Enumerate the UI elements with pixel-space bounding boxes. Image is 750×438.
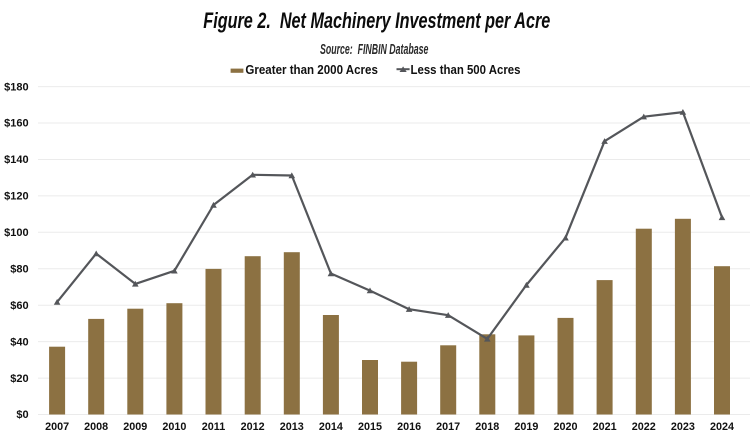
svg-text:Source: FINBIN Database: Source: FINBIN Database [320, 41, 428, 58]
svg-text:$20: $20 [10, 373, 28, 385]
svg-text:$140: $140 [4, 154, 28, 166]
svg-text:2017: 2017 [436, 421, 460, 433]
svg-text:$80: $80 [10, 264, 28, 276]
svg-text:2023: 2023 [671, 421, 695, 433]
svg-text:2018: 2018 [475, 421, 499, 433]
svg-text:2020: 2020 [553, 421, 577, 433]
svg-text:2007: 2007 [45, 421, 69, 433]
svg-text:$180: $180 [4, 81, 28, 93]
svg-text:$40: $40 [10, 336, 28, 348]
svg-text:$0: $0 [16, 409, 28, 421]
svg-text:$60: $60 [10, 300, 28, 312]
svg-text:Figure 2. Net Machinery Inves: Figure 2. Net Machinery Investment per A… [203, 8, 550, 33]
svg-text:Less than 500 Acres: Less than 500 Acres [411, 62, 521, 77]
svg-text:2011: 2011 [202, 421, 225, 433]
svg-text:2014: 2014 [319, 421, 343, 433]
svg-text:Greater than 2000 Acres: Greater than 2000 Acres [245, 62, 378, 77]
svg-text:2012: 2012 [241, 421, 265, 433]
svg-text:2019: 2019 [514, 421, 538, 433]
svg-text:2015: 2015 [358, 421, 382, 433]
svg-text:2013: 2013 [280, 421, 304, 433]
svg-text:$160: $160 [4, 118, 28, 130]
svg-text:$100: $100 [4, 227, 28, 239]
svg-text:2010: 2010 [162, 421, 186, 433]
svg-text:2024: 2024 [710, 421, 734, 433]
svg-text:$120: $120 [4, 191, 28, 203]
svg-text:2008: 2008 [84, 421, 108, 433]
svg-text:2009: 2009 [123, 421, 147, 433]
svg-text:2016: 2016 [397, 421, 421, 433]
svg-text:2021: 2021 [593, 421, 617, 433]
svg-text:2022: 2022 [632, 421, 656, 433]
